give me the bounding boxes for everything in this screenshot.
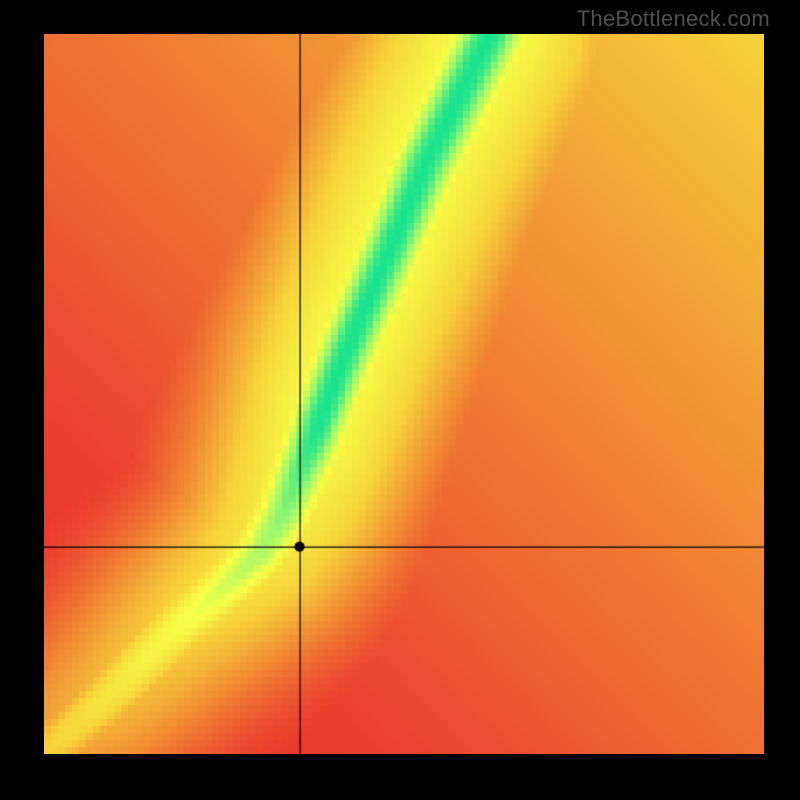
heatmap-canvas	[44, 34, 764, 754]
watermark-label: TheBottleneck.com	[577, 6, 770, 32]
chart-container: TheBottleneck.com	[0, 0, 800, 800]
